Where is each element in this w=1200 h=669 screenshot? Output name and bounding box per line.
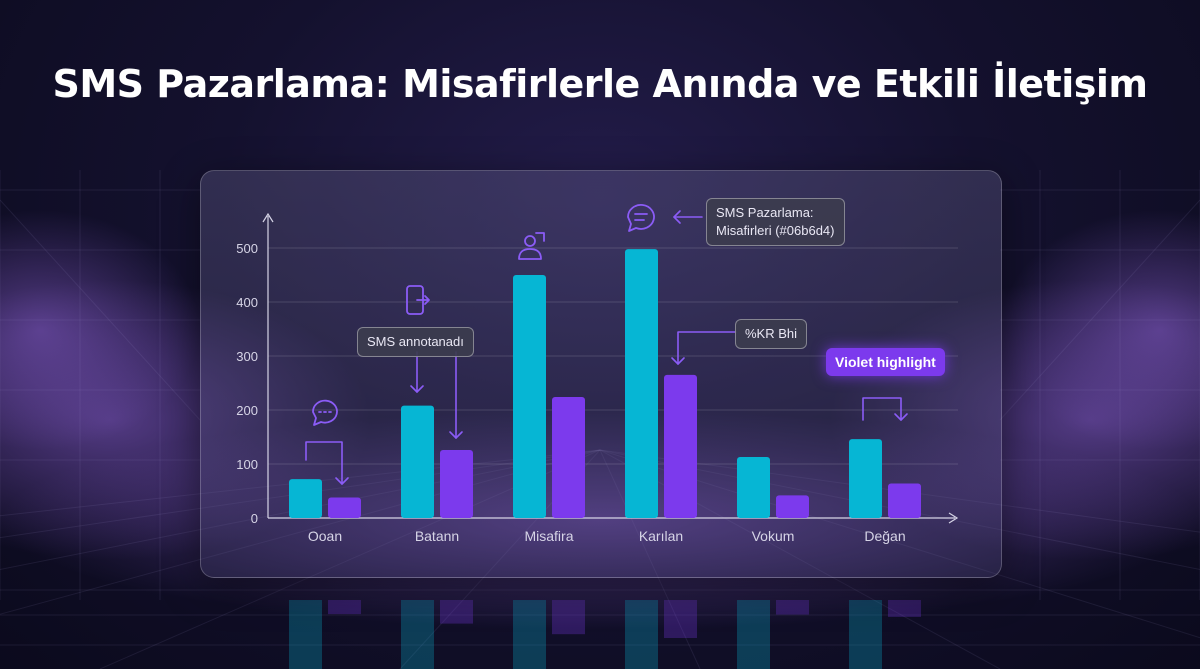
x-tick-label: Batann (415, 528, 459, 544)
batann-arrow-head (410, 385, 424, 393)
bar-cyan-Değan (849, 439, 882, 518)
bar-violet-Ooan (328, 497, 361, 518)
kr-arrow-head (671, 357, 685, 365)
karilan-pointer-head (673, 210, 681, 224)
bar-reflection (776, 600, 809, 615)
bar-chart: 0 100 200 300 400 500 Ooan Batann Misafira Karıla… (236, 204, 959, 544)
bar-reflection (849, 600, 882, 669)
fog-glow (0, 410, 1200, 630)
sms-pazarlama-annotation-label: SMS Pazarlama: Misafirleri (#06b6d4) (706, 198, 845, 246)
bar-cyan-Vokum (737, 456, 770, 518)
ooan-arrow-head (335, 477, 349, 485)
page-title: SMS Pazarlama: Misafirlerle Anında ve Et… (52, 62, 1148, 106)
bar-cyan-Misafira (513, 275, 546, 518)
kr-annotation-label: %KR Bhi (735, 319, 808, 349)
fog-glow (0, 210, 200, 450)
annotation-lines (305, 210, 908, 485)
y-tick-label: 200 (236, 403, 258, 418)
kr-bracket (677, 331, 737, 365)
bar-cyan-Karılan (625, 249, 658, 518)
degan-arrow-head (894, 413, 908, 421)
bar-reflection (289, 600, 322, 669)
y-tick-label: 0 (251, 511, 258, 526)
x-tick-label: Misafira (524, 528, 573, 544)
x-tick-label: Karılan (639, 528, 683, 544)
icons (312, 204, 655, 426)
chat-lines-icon (627, 204, 655, 232)
bar-violet-Batann (440, 449, 473, 518)
chat-bubble-icon (312, 399, 338, 426)
y-tick-label: 500 (236, 241, 258, 256)
bar-violet-Karılan (664, 374, 697, 518)
fog-glow (1000, 210, 1200, 450)
bar-violet-Misafira (552, 397, 585, 518)
bar-reflection (513, 600, 546, 669)
user-icon (518, 232, 545, 260)
x-tick-label: Değan (864, 528, 905, 544)
x-tick-label: Vokum (752, 528, 795, 544)
sms-annotation-label: SMS annotanadı (357, 327, 474, 357)
bar-cyan-Batann (401, 405, 434, 518)
degan-bracket (862, 397, 902, 421)
bar-reflection (664, 600, 697, 638)
bar-reflection (328, 600, 361, 615)
bar-violet-Vokum (776, 495, 809, 518)
phone-exit-icon (406, 285, 430, 315)
bar-reflection (625, 600, 658, 669)
bar-reflections (289, 600, 921, 669)
bar-reflection (552, 600, 585, 635)
bar-reflection (737, 600, 770, 669)
violet-highlight-annotation-label: Violet highlight (826, 348, 945, 376)
ooan-bracket (305, 441, 343, 485)
bar-reflection (401, 600, 434, 669)
bar-violet-Değan (888, 483, 921, 518)
bar-cyan-Ooan (289, 479, 322, 518)
y-tick-label: 100 (236, 457, 258, 472)
y-axis-arrow (262, 212, 274, 223)
y-tick-label: 400 (236, 295, 258, 310)
bar-reflection (440, 600, 473, 624)
y-tick-label: 300 (236, 349, 258, 364)
bar-reflection (888, 600, 921, 617)
batann-arrow-2-head (449, 431, 463, 439)
x-axis-arrow (948, 512, 959, 524)
x-tick-label: Ooan (308, 528, 342, 544)
